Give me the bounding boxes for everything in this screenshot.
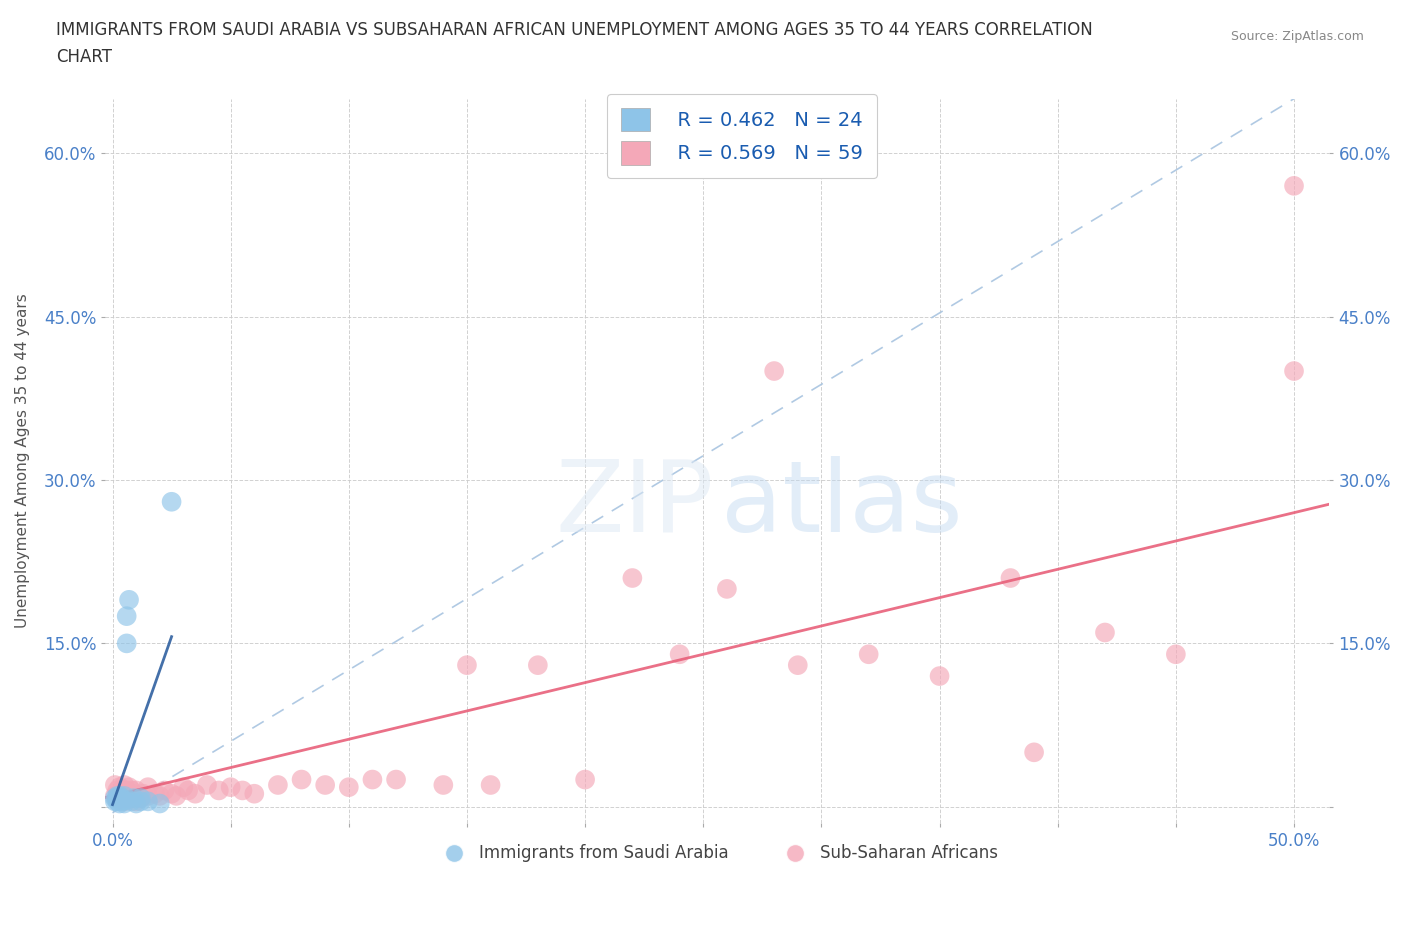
Point xyxy=(1282,179,1305,193)
Point xyxy=(125,796,148,811)
Point xyxy=(108,796,131,811)
Point xyxy=(1094,625,1116,640)
Point xyxy=(104,777,127,792)
Text: Source: ZipAtlas.com: Source: ZipAtlas.com xyxy=(1230,30,1364,43)
Point xyxy=(108,792,131,807)
Point xyxy=(118,779,141,794)
Point xyxy=(112,777,135,792)
Point xyxy=(858,647,880,662)
Point xyxy=(1164,647,1187,662)
Point xyxy=(104,789,127,804)
Point xyxy=(456,658,478,672)
Point xyxy=(160,786,183,801)
Point xyxy=(115,636,138,651)
Point xyxy=(290,772,312,787)
Point xyxy=(385,772,408,787)
Point xyxy=(136,794,159,809)
Text: CHART: CHART xyxy=(56,48,112,66)
Point xyxy=(120,794,142,809)
Point xyxy=(219,779,242,794)
Point xyxy=(143,786,166,801)
Point xyxy=(621,571,644,586)
Point xyxy=(112,794,135,809)
Point xyxy=(149,796,172,811)
Point xyxy=(136,779,159,794)
Point xyxy=(115,790,138,805)
Point xyxy=(111,790,134,805)
Point xyxy=(208,783,231,798)
Point xyxy=(267,777,290,792)
Point xyxy=(104,794,127,809)
Point xyxy=(432,777,454,792)
Point xyxy=(177,783,200,798)
Point xyxy=(108,779,131,794)
Text: IMMIGRANTS FROM SAUDI ARABIA VS SUBSAHARAN AFRICAN UNEMPLOYMENT AMONG AGES 35 TO: IMMIGRANTS FROM SAUDI ARABIA VS SUBSAHAR… xyxy=(56,21,1092,39)
Y-axis label: Unemployment Among Ages 35 to 44 years: Unemployment Among Ages 35 to 44 years xyxy=(15,294,30,629)
Point xyxy=(128,789,150,804)
Point xyxy=(112,792,135,807)
Point xyxy=(112,796,135,811)
Point xyxy=(132,786,155,801)
Point xyxy=(129,790,152,805)
Point xyxy=(184,786,207,801)
Point xyxy=(125,794,148,809)
Point xyxy=(314,777,336,792)
Point xyxy=(1282,364,1305,379)
Point xyxy=(108,789,131,804)
Point xyxy=(527,658,550,672)
Point xyxy=(129,790,152,805)
Point xyxy=(160,495,183,510)
Point xyxy=(125,783,148,798)
Point xyxy=(136,789,159,804)
Legend: Immigrants from Saudi Arabia, Sub-Saharan Africans: Immigrants from Saudi Arabia, Sub-Sahara… xyxy=(430,838,1005,870)
Point xyxy=(104,790,127,805)
Point xyxy=(1000,571,1022,586)
Point xyxy=(129,794,152,809)
Point xyxy=(112,789,135,804)
Point xyxy=(115,609,138,624)
Point xyxy=(120,790,142,805)
Point xyxy=(1022,745,1045,760)
Point xyxy=(479,777,502,792)
Point xyxy=(668,647,690,662)
Text: atlas: atlas xyxy=(721,456,963,552)
Point xyxy=(105,794,128,809)
Point xyxy=(120,783,142,798)
Point xyxy=(105,790,128,805)
Point xyxy=(716,581,738,596)
Point xyxy=(118,789,141,804)
Point xyxy=(361,772,384,787)
Point xyxy=(763,364,786,379)
Point xyxy=(574,772,596,787)
Point xyxy=(105,783,128,798)
Point xyxy=(153,783,176,798)
Point xyxy=(112,789,135,804)
Point xyxy=(928,669,950,684)
Point xyxy=(105,789,128,804)
Point xyxy=(108,789,131,804)
Point xyxy=(122,786,145,801)
Point xyxy=(122,790,145,805)
Point xyxy=(337,779,360,794)
Point xyxy=(195,777,218,792)
Text: ZIP: ZIP xyxy=(555,456,714,552)
Point xyxy=(111,790,134,805)
Point xyxy=(165,789,187,804)
Point xyxy=(115,783,138,798)
Point xyxy=(111,794,134,809)
Point xyxy=(172,779,194,794)
Point xyxy=(231,783,253,798)
Point xyxy=(149,789,172,804)
Point xyxy=(786,658,808,672)
Point xyxy=(118,592,141,607)
Point xyxy=(243,786,266,801)
Point xyxy=(105,790,128,805)
Point xyxy=(111,783,134,798)
